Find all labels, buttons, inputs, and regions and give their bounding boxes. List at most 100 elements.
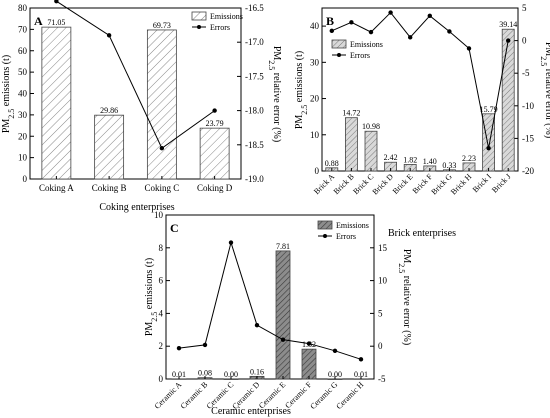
legend-emissions-swatch [191, 11, 207, 21]
bar-value-label: 71.05 [47, 18, 65, 27]
legend-errors-marker [323, 234, 327, 238]
right-tick-label: -17.0 [245, 37, 264, 47]
errors-point [306, 341, 312, 346]
bar-value-label: 0.88 [325, 159, 339, 168]
bar-value-label: 0.00 [224, 370, 238, 379]
bar-value-label: 1.82 [403, 155, 417, 164]
bar [501, 28, 515, 172]
bar-value-label: 0.01 [354, 370, 368, 379]
x-tick-label: Coking C [144, 183, 179, 193]
errors-point [228, 240, 234, 245]
left-tick-label: 40 [310, 21, 320, 31]
x-axis-title: Ceramic enterprises [211, 406, 291, 417]
left-axis-title: PM2.5 emissions (t) [1, 55, 16, 133]
errors-point [329, 28, 334, 34]
bar-value-label: 69.73 [153, 21, 171, 30]
left-tick-label: 0 [23, 174, 28, 184]
right-tick-label: 5 [378, 308, 383, 318]
errors-point [212, 108, 217, 113]
right-tick-label: -5 [378, 374, 386, 384]
right-tick-label: 5 [522, 3, 527, 13]
errors-point [368, 29, 374, 35]
errors-point [466, 46, 472, 51]
left-tick-label: 40 [18, 89, 28, 99]
right-axis-title: PM2.5 relative error (%) [398, 249, 413, 345]
bar-value-label: 2.23 [462, 154, 476, 163]
right-tick-label: -19.0 [245, 174, 264, 184]
right-tick-label: -18.5 [245, 140, 264, 150]
left-tick-label: 10 [310, 130, 320, 140]
panel-label: B [326, 14, 334, 28]
right-tick-label: -5 [522, 68, 530, 78]
left-tick-label: 30 [18, 110, 28, 120]
errors-point [54, 0, 59, 4]
bar-value-label: 14.72 [342, 109, 360, 118]
bar-value-label: 39.14 [499, 20, 517, 29]
panel-a: A 0 10 20 30 40 50 60 70 80 -16.5 -17.0 -17.5 -18.0 -1… [1, 0, 282, 213]
errors-point [447, 29, 452, 34]
errors-point [408, 35, 413, 40]
errors-point [176, 345, 182, 351]
bar-value-label: 15.79 [480, 105, 498, 114]
bar-value-label: 0.01 [172, 370, 186, 379]
bar [301, 348, 317, 380]
left-tick-label: 0 [159, 374, 164, 384]
x-tick-label: Brick H [449, 172, 474, 197]
x-tick-label: Brick D [371, 172, 396, 197]
right-tick-label: 0 [378, 341, 383, 351]
errors-point [159, 146, 165, 151]
left-tick-label: 2 [159, 341, 164, 351]
errors-line [56, 0, 215, 149]
left-tick-label: 30 [310, 57, 320, 67]
errors-line [178, 240, 362, 360]
legend-emissions-label: Emissions [350, 40, 383, 49]
legend-errors-label: Errors [336, 232, 356, 241]
errors-point [254, 323, 260, 328]
errors-point [202, 342, 208, 348]
x-tick-label: Ceramic H [334, 380, 365, 411]
bar-value-label: 7.81 [276, 242, 290, 251]
bar-value-label: 0.00 [328, 370, 342, 379]
right-tick-label: -16.5 [245, 3, 264, 13]
x-tick-label: Coking D [197, 183, 233, 193]
legend-emissions-label: Emissions [210, 12, 243, 21]
right-tick-label: 0 [522, 36, 527, 46]
panel-label: A [34, 14, 43, 28]
left-tick-label: 20 [310, 94, 320, 104]
bar [41, 26, 72, 180]
errors-point [358, 357, 364, 362]
legend-errors-label: Errors [350, 51, 370, 60]
x-tick-label: Brick E [391, 172, 415, 196]
bar [146, 29, 177, 180]
panel-c: C0246810-50510150.010.080.000.167.811.82… [144, 210, 412, 417]
errors-point [106, 33, 112, 38]
plot-frame [321, 7, 519, 172]
bar [364, 130, 378, 172]
right-axis-title: PM2.5 relative error (%) [268, 46, 283, 142]
legend-errors-marker [197, 25, 201, 29]
left-tick-label: 6 [159, 276, 164, 286]
bar-value-label: 1.40 [423, 157, 437, 166]
left-tick-label: 10 [154, 210, 164, 220]
legend: Emissions Errors [191, 11, 243, 32]
left-tick-label: 50 [18, 67, 28, 77]
x-tick-label: Coking A [39, 183, 74, 193]
bar [327, 378, 343, 380]
bar [275, 250, 291, 380]
bar-value-label: 23.79 [206, 119, 224, 128]
plot-frame [165, 214, 375, 380]
left-tick-label: 20 [18, 131, 28, 141]
x-tick-label: Brick B [332, 172, 356, 196]
left-axis-title: PM2.5 emissions (t) [144, 258, 159, 336]
left-tick-label: 8 [159, 243, 164, 253]
x-axis-title: Brick enterprises [388, 228, 456, 239]
left-axis-title: PM2.5 emissions (t) [294, 51, 309, 129]
legend-emissions-swatch [317, 220, 333, 230]
legend: Emissions Errors [317, 220, 369, 241]
bar [94, 114, 125, 180]
x-tick-label: Brick J [490, 172, 513, 195]
panel-label: C [170, 221, 179, 235]
bar-value-label: 0.16 [250, 367, 264, 376]
